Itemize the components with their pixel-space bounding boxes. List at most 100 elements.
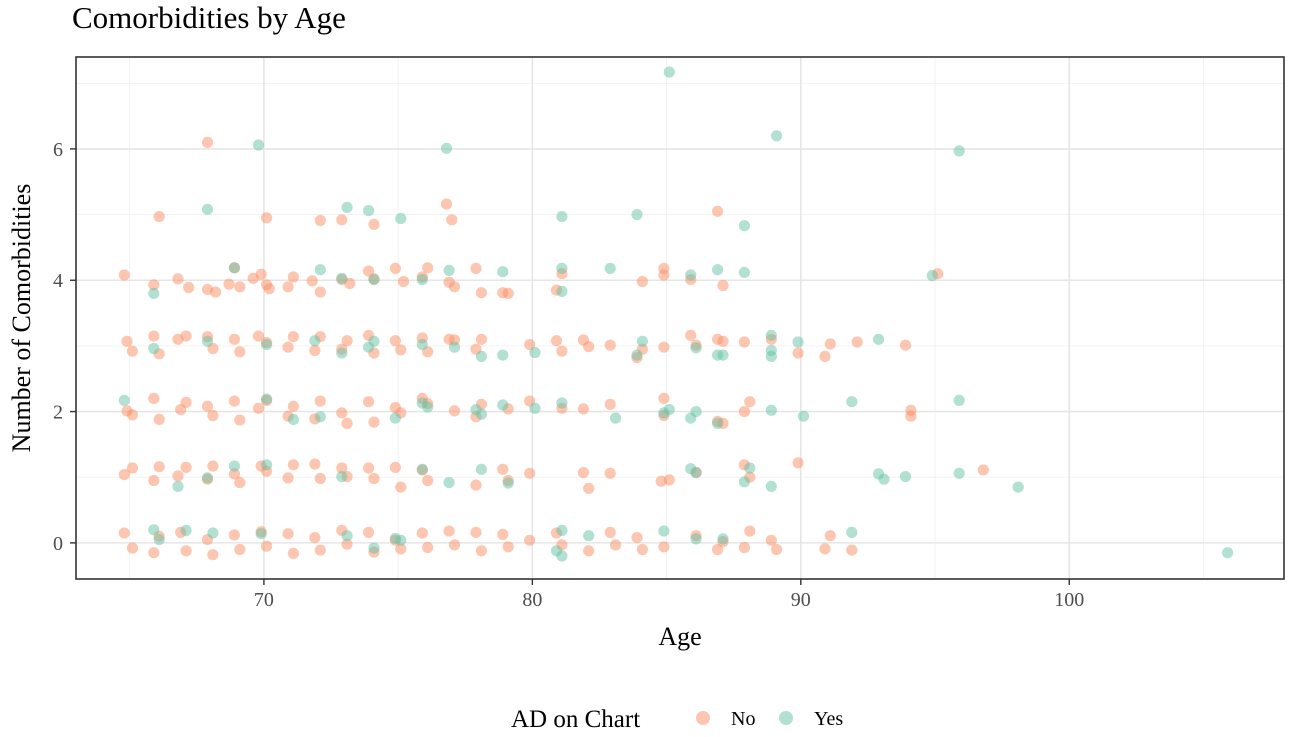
data-point [368,542,380,554]
data-point [440,142,453,154]
data-point [336,462,348,474]
data-point [497,528,509,541]
data-point [252,330,265,342]
data-point [738,406,751,418]
data-point [792,457,804,469]
data-point [368,274,380,286]
data-point [604,526,616,539]
data-point [422,401,434,413]
y-axis-title: Number of Comorbidities [7,184,36,453]
data-point [368,218,380,230]
grid-lines [76,57,1284,579]
data-point [717,279,729,292]
data-point [690,406,702,418]
data-point [363,396,375,408]
data-point [309,458,321,470]
data-point [738,220,751,232]
data-point [287,459,299,471]
data-point [153,413,165,425]
data-point [389,335,401,347]
data-point [309,532,321,544]
data-point [282,528,294,540]
data-point [717,349,729,361]
data-point [824,530,836,542]
data-point [228,529,240,541]
legend-key-no [696,711,710,725]
data-point [287,413,299,425]
data-point [306,275,318,287]
data-point [397,276,410,288]
data-point [663,66,675,78]
data-point [261,212,273,224]
y-tick-label: 0 [53,533,63,555]
data-point [153,534,165,546]
data-point [448,341,461,353]
data-point [148,524,160,536]
data-point [314,286,326,298]
data-point [368,335,380,347]
data-point [524,467,536,479]
data-point [341,530,353,542]
data-point [336,407,348,419]
data-point [148,392,160,404]
data-point [1222,547,1234,559]
data-point [502,541,514,553]
x-axis: 70 80 90 100 [254,579,1084,611]
data-point [118,469,130,481]
data-point [207,527,219,539]
data-point [148,330,160,342]
data-point [126,409,138,421]
data-point [180,461,192,473]
data-point [207,409,219,422]
data-point [234,346,246,358]
data-point [658,525,670,537]
data-point [771,543,783,556]
x-axis-title: Age [658,622,701,651]
data-point [658,269,670,281]
data-point [556,345,568,357]
data-point [118,394,130,406]
data-point [846,544,858,556]
data-point [556,524,568,537]
data-point [368,416,380,428]
data-point [121,335,133,347]
x-tick-label: 100 [1054,589,1084,611]
data-point [363,205,375,217]
chart-title: Comorbidities by Age [72,0,346,35]
data-point [604,398,616,410]
data-point [658,392,670,404]
data-point [577,467,590,479]
data-point [228,468,240,480]
data-point [118,527,130,539]
data-point [663,474,675,486]
data-point [336,272,348,284]
data-point [201,400,214,412]
data-point [448,405,461,417]
data-point [663,404,675,416]
data-point [201,136,214,148]
data-point [583,482,595,494]
data-point [287,271,299,283]
data-point [556,211,568,223]
data-point [685,329,697,341]
data-point [792,347,804,359]
data-point [636,276,649,288]
x-tick-label: 70 [254,589,274,611]
legend-label-no: No [731,708,755,730]
data-point [207,549,219,561]
data-point [180,524,192,537]
data-point [556,550,568,562]
data-point [282,472,294,484]
data-point [443,476,455,489]
data-point [443,264,455,276]
plot-background [76,57,1284,579]
data-point [690,533,702,545]
data-point [252,139,265,151]
data-point [899,471,912,483]
data-point [443,525,455,537]
data-point [636,335,649,347]
data-point [118,269,130,281]
data-point [497,399,509,411]
data-point [223,278,235,290]
data-point [685,269,697,281]
